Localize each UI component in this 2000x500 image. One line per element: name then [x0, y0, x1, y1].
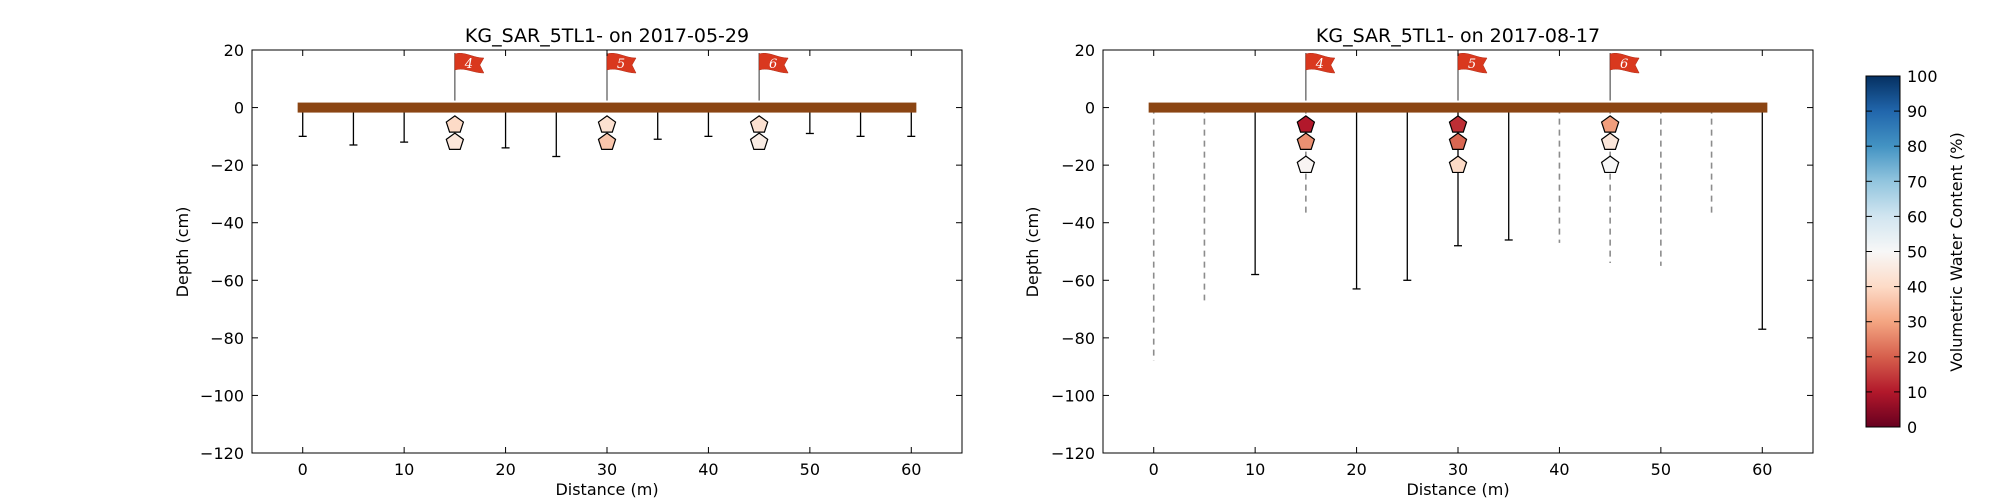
sensor-marker — [1448, 155, 1468, 174]
sensor-marker — [1600, 155, 1620, 174]
y-tick-label: 0 — [1085, 99, 1095, 118]
y-tick-label: −120 — [200, 444, 244, 463]
chart-title: KG_SAR_5TL1- on 2017-08-17 — [1316, 25, 1600, 47]
colorbar-tick-label: 80 — [1907, 137, 1927, 156]
x-tick-label: 40 — [698, 460, 718, 479]
colorbar-tick-label: 50 — [1907, 243, 1927, 262]
sensor-marker — [1600, 132, 1620, 150]
y-tick-label: −60 — [1061, 271, 1095, 290]
x-tick-label: 30 — [597, 460, 617, 479]
x-tick-label: 30 — [1448, 460, 1468, 479]
colorbar: 0 10 20 30 40 50 60 70 80 90 100 Volumetric Water … — [1865, 67, 1966, 437]
x-tick-label: 0 — [298, 460, 308, 479]
sensor-marker — [597, 132, 617, 150]
y-tick-label: −80 — [1061, 329, 1095, 348]
sensor-marker — [749, 115, 769, 133]
x-tick-label: 20 — [1346, 460, 1366, 479]
flag-cloth — [1609, 53, 1640, 74]
y-tick-label: −120 — [1051, 444, 1095, 463]
sensor-marker — [445, 132, 465, 150]
station-flag: 6 — [758, 53, 789, 101]
colorbar-tick-label: 40 — [1907, 278, 1927, 297]
sensor-marker — [445, 115, 465, 133]
sensor-marker — [597, 115, 617, 133]
x-axis-label: Distance (m) — [555, 480, 658, 499]
sensor-marker — [1600, 115, 1620, 133]
sensor-marker — [1448, 132, 1468, 150]
marks-layer: 4 5 6 — [297, 53, 917, 158]
flag-cloth — [606, 53, 637, 74]
flag-cloth — [1305, 53, 1336, 74]
sensor-marker — [749, 132, 769, 150]
y-tick-label: −80 — [210, 329, 244, 348]
x-tick-label: 20 — [495, 460, 515, 479]
y-tick-label: −100 — [1051, 386, 1095, 405]
y-tick-label: −20 — [210, 156, 244, 175]
flag-cloth — [454, 53, 485, 74]
chart-title: KG_SAR_5TL1- on 2017-05-29 — [465, 25, 749, 47]
flag-cloth — [1457, 53, 1488, 74]
sensor-marker — [1296, 115, 1316, 133]
colorbar-tick-label: 0 — [1907, 418, 1917, 437]
x-tick-label: 0 — [1149, 460, 1159, 479]
x-tick-label: 10 — [1245, 460, 1265, 479]
y-tick-label: 20 — [224, 41, 244, 60]
ground-surface-bar — [297, 102, 917, 113]
colorbar-tick-label: 100 — [1907, 67, 1938, 86]
station-flag: 6 — [1609, 53, 1640, 101]
chart-panel-right: 4 5 6 0 10 20 30 40 50 60 20 0 −20 −40 −60 −80 −100 −120… — [1023, 25, 1814, 499]
y-tick-label: −40 — [1061, 214, 1095, 233]
y-tick-label: 20 — [1075, 41, 1095, 60]
colorbar-tick-label: 10 — [1907, 383, 1927, 402]
ground-surface-bar — [1148, 102, 1768, 113]
x-tick-label: 60 — [901, 460, 921, 479]
flag-label: 4 — [464, 57, 473, 72]
y-tick-label: 0 — [234, 99, 244, 118]
flag-label: 5 — [617, 57, 625, 72]
colorbar-tick-label: 30 — [1907, 313, 1927, 332]
y-axis-label: Depth (cm) — [1023, 207, 1042, 298]
colorbar-tick-label: 60 — [1907, 207, 1927, 226]
station-flag: 5 — [606, 53, 637, 101]
sensor-marker — [1296, 132, 1316, 150]
flag-label: 6 — [1620, 57, 1628, 72]
chart-panel-left: 4 5 6 0 10 20 30 40 50 60 20 0 −20 −40 −60 −80 −100 −120… — [173, 25, 963, 499]
y-tick-label: −60 — [210, 271, 244, 290]
station-flag: 4 — [454, 53, 485, 101]
flag-label: 6 — [769, 57, 777, 72]
x-axis-label: Distance (m) — [1406, 480, 1509, 499]
x-tick-label: 60 — [1752, 460, 1772, 479]
colorbar-tick-label: 20 — [1907, 348, 1927, 367]
sensor-marker — [1296, 155, 1316, 174]
x-tick-label: 50 — [800, 460, 820, 479]
flag-label: 5 — [1468, 57, 1476, 72]
x-tick-label: 10 — [394, 460, 414, 479]
x-tick-label: 40 — [1549, 460, 1569, 479]
marks-layer: 4 5 6 — [1148, 53, 1768, 361]
colorbar-tick-label: 90 — [1907, 102, 1927, 121]
station-flag: 4 — [1305, 53, 1336, 101]
colorbar-label: Volumetric Water Content (%) — [1947, 132, 1966, 371]
y-axis-label: Depth (cm) — [173, 207, 192, 298]
flag-cloth — [758, 53, 789, 74]
station-flag: 5 — [1457, 53, 1488, 101]
colorbar-ticks: 0 10 20 30 40 50 60 70 80 90 100 — [1866, 67, 1938, 437]
axes-layer: 0 10 20 30 40 50 60 20 0 −20 −40 −60 −80 −100 −120 — [200, 41, 962, 479]
colorbar-tick-label: 70 — [1907, 172, 1927, 191]
axes-layer: 0 10 20 30 40 50 60 20 0 −20 −40 −60 −80 −100 −120 — [1051, 41, 1813, 479]
sensor-marker — [1448, 115, 1468, 133]
flag-label: 4 — [1315, 57, 1324, 72]
y-tick-label: −40 — [210, 214, 244, 233]
x-tick-label: 50 — [1651, 460, 1671, 479]
y-tick-label: −20 — [1061, 156, 1095, 175]
y-tick-label: −100 — [200, 386, 244, 405]
